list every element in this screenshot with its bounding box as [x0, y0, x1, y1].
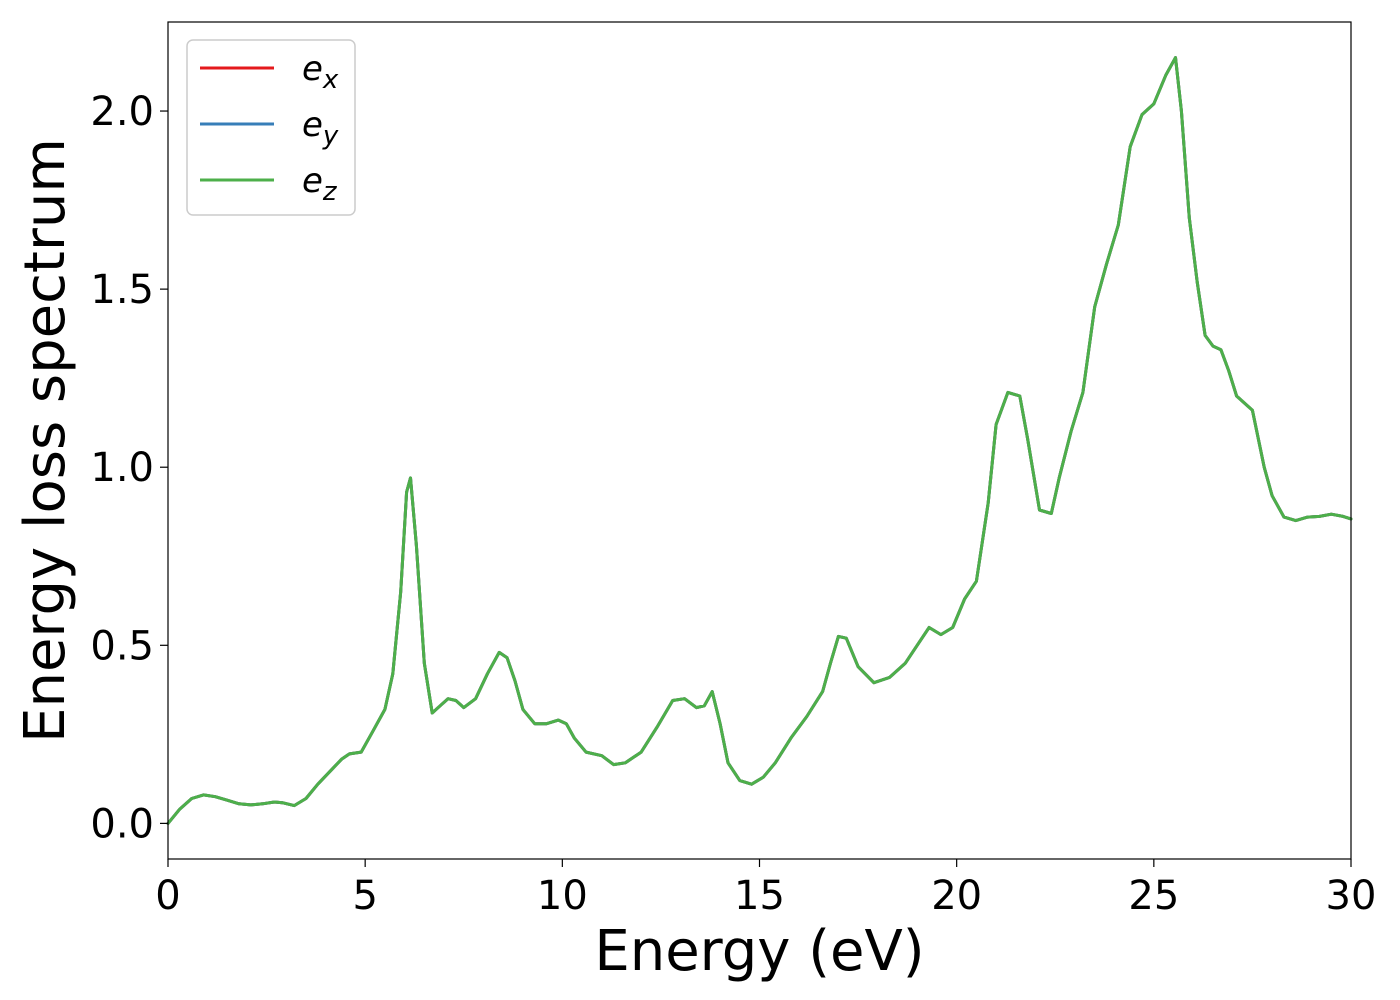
x-axis-title: Energy (eV) — [594, 919, 924, 984]
y-tick-label: 1.5 — [90, 267, 154, 313]
x-tick-label: 20 — [931, 873, 982, 919]
series-layer — [166, 56, 1353, 825]
legend: ex ey ez — [186, 39, 356, 216]
x-tick-label: 15 — [734, 873, 785, 919]
x-tick-label: 10 — [537, 873, 588, 919]
legend-box — [186, 39, 356, 216]
x-tick-label: 5 — [352, 873, 377, 919]
x-tick-label: 0 — [155, 873, 180, 919]
y-tick-label: 0.5 — [90, 623, 154, 669]
series-line-ez — [166, 56, 1353, 825]
legend-label-ez: ez — [302, 161, 338, 207]
x-tick-label: 30 — [1326, 873, 1377, 919]
legend-label-ex: ex — [302, 49, 339, 95]
y-tick-label: 0.0 — [90, 801, 154, 847]
y-axis: 0.0 0.5 1.0 1.5 2.0 — [90, 89, 168, 847]
y-axis-title: Energy loss spectrum — [13, 138, 78, 743]
plot-area — [168, 22, 1351, 859]
y-tick-label: 1.0 — [90, 445, 154, 491]
x-tick-label: 25 — [1128, 873, 1179, 919]
y-tick-label: 2.0 — [90, 89, 154, 135]
legend-label-ey: ey — [302, 105, 339, 151]
x-axis: 0 5 10 15 20 25 30 — [155, 859, 1376, 919]
